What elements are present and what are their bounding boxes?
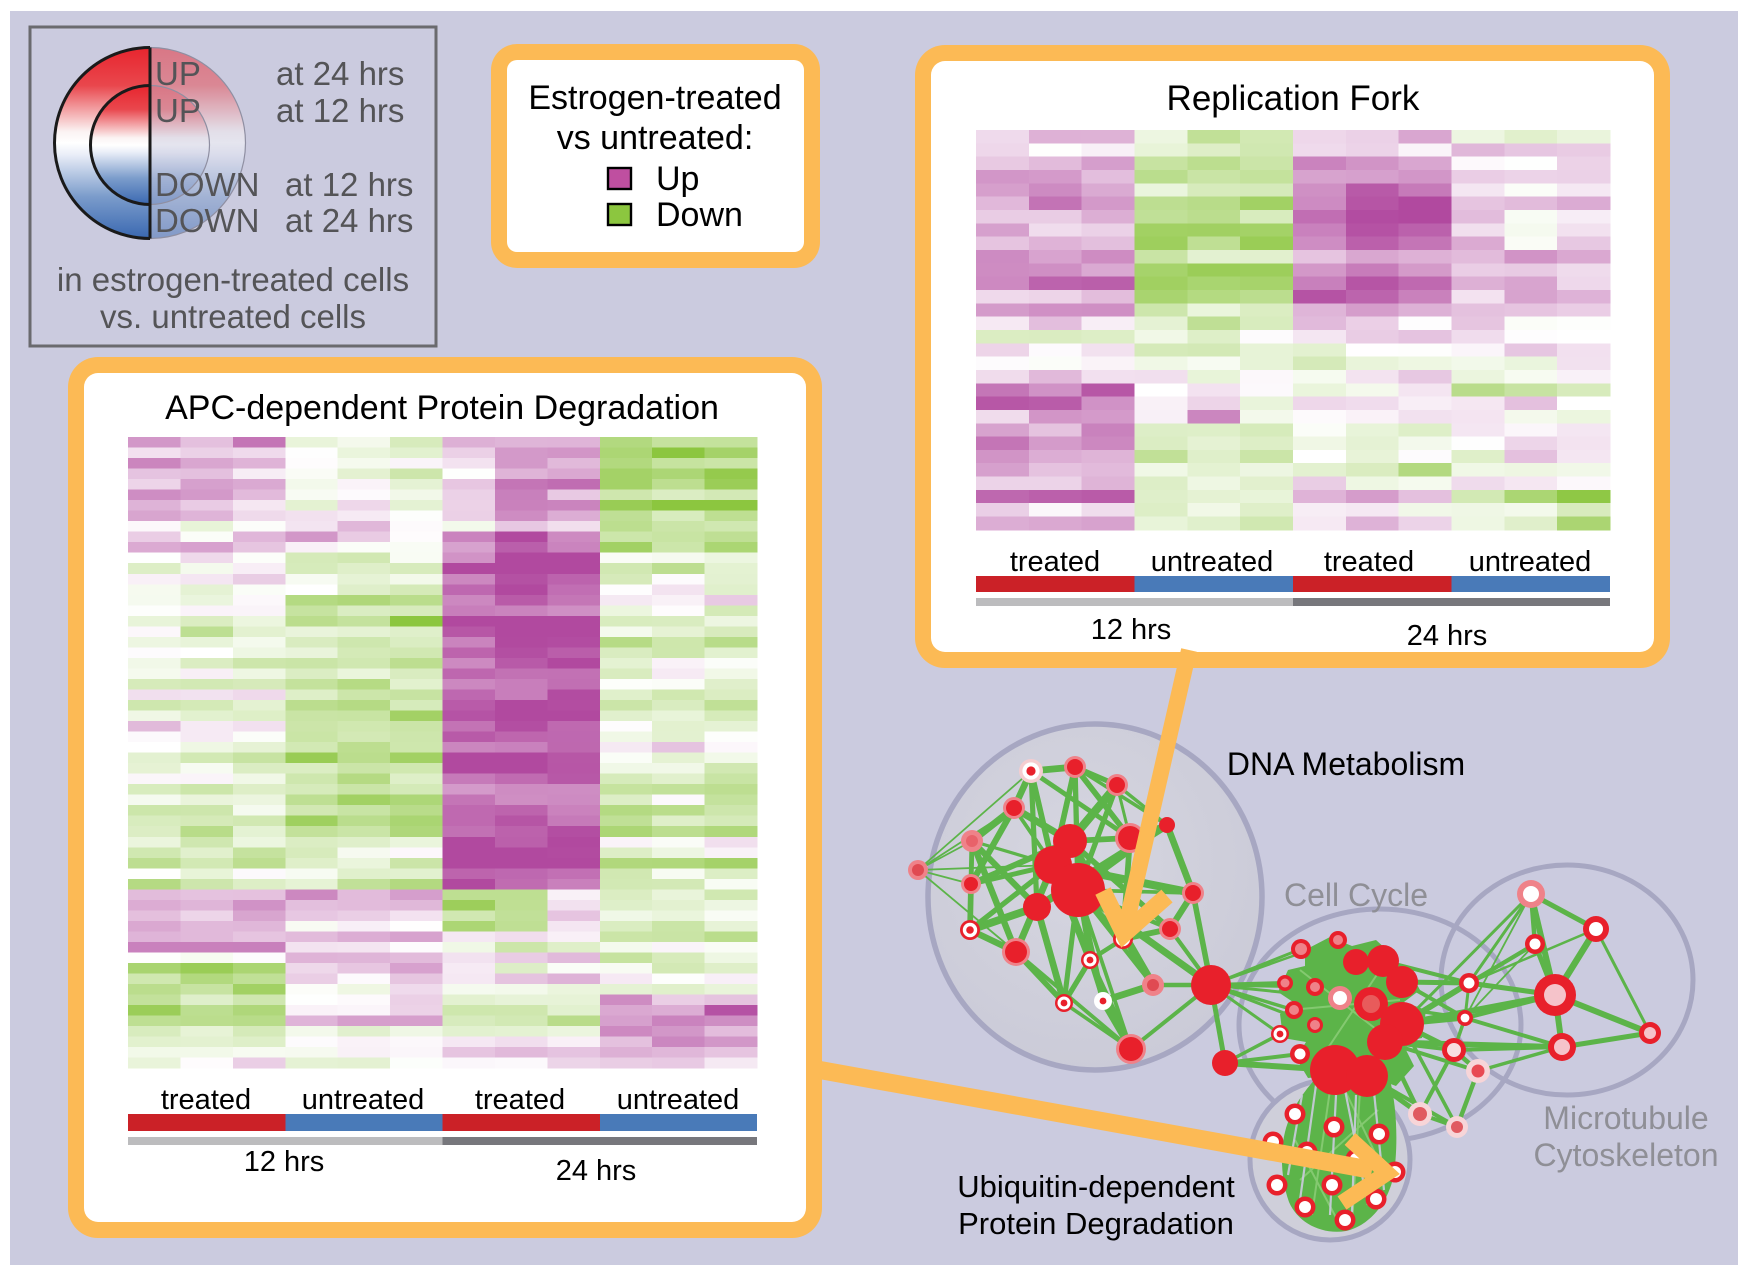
svg-text:DOWN: DOWN <box>155 202 259 239</box>
svg-text:Ubiquitin-dependent: Ubiquitin-dependent <box>957 1169 1235 1204</box>
svg-text:treated: treated <box>1010 546 1100 578</box>
svg-text:UP: UP <box>155 55 201 92</box>
svg-text:treated: treated <box>1324 546 1414 578</box>
svg-text:vs untreated:: vs untreated: <box>557 119 754 157</box>
svg-text:at 12 hrs: at 12 hrs <box>285 166 413 203</box>
svg-text:untreated: untreated <box>1469 546 1592 578</box>
svg-text:Estrogen-treated: Estrogen-treated <box>528 79 781 117</box>
svg-text:untreated: untreated <box>1151 546 1274 578</box>
svg-text:UP: UP <box>155 92 201 129</box>
svg-text:24 hrs: 24 hrs <box>556 1155 637 1187</box>
svg-text:DNA Metabolism: DNA Metabolism <box>1227 746 1465 782</box>
svg-text:Microtubule: Microtubule <box>1543 1100 1708 1136</box>
svg-text:treated: treated <box>475 1084 565 1116</box>
svg-text:treated: treated <box>161 1084 251 1116</box>
svg-text:Cell Cycle: Cell Cycle <box>1284 877 1428 913</box>
svg-text:Down: Down <box>656 196 743 234</box>
svg-text:Up: Up <box>656 160 699 198</box>
svg-text:at 24 hrs: at 24 hrs <box>276 55 404 92</box>
svg-text:at 24 hrs: at 24 hrs <box>285 202 413 239</box>
svg-text:untreated: untreated <box>302 1084 425 1116</box>
svg-text:vs. untreated cells: vs. untreated cells <box>100 298 366 335</box>
svg-text:Protein Degradation: Protein Degradation <box>958 1206 1234 1241</box>
svg-text:untreated: untreated <box>617 1084 740 1116</box>
svg-text:DOWN: DOWN <box>155 166 259 203</box>
svg-text:Cytoskeleton: Cytoskeleton <box>1534 1137 1719 1173</box>
svg-text:APC-dependent Protein Degradat: APC-dependent Protein Degradation <box>165 389 719 427</box>
svg-text:at 12 hrs: at 12 hrs <box>276 92 404 129</box>
svg-text:Replication Fork: Replication Fork <box>1167 79 1420 118</box>
svg-text:24 hrs: 24 hrs <box>1407 620 1488 652</box>
svg-text:12 hrs: 12 hrs <box>244 1146 325 1178</box>
svg-text:in estrogen-treated cells: in estrogen-treated cells <box>57 261 409 298</box>
svg-text:12 hrs: 12 hrs <box>1091 614 1172 646</box>
